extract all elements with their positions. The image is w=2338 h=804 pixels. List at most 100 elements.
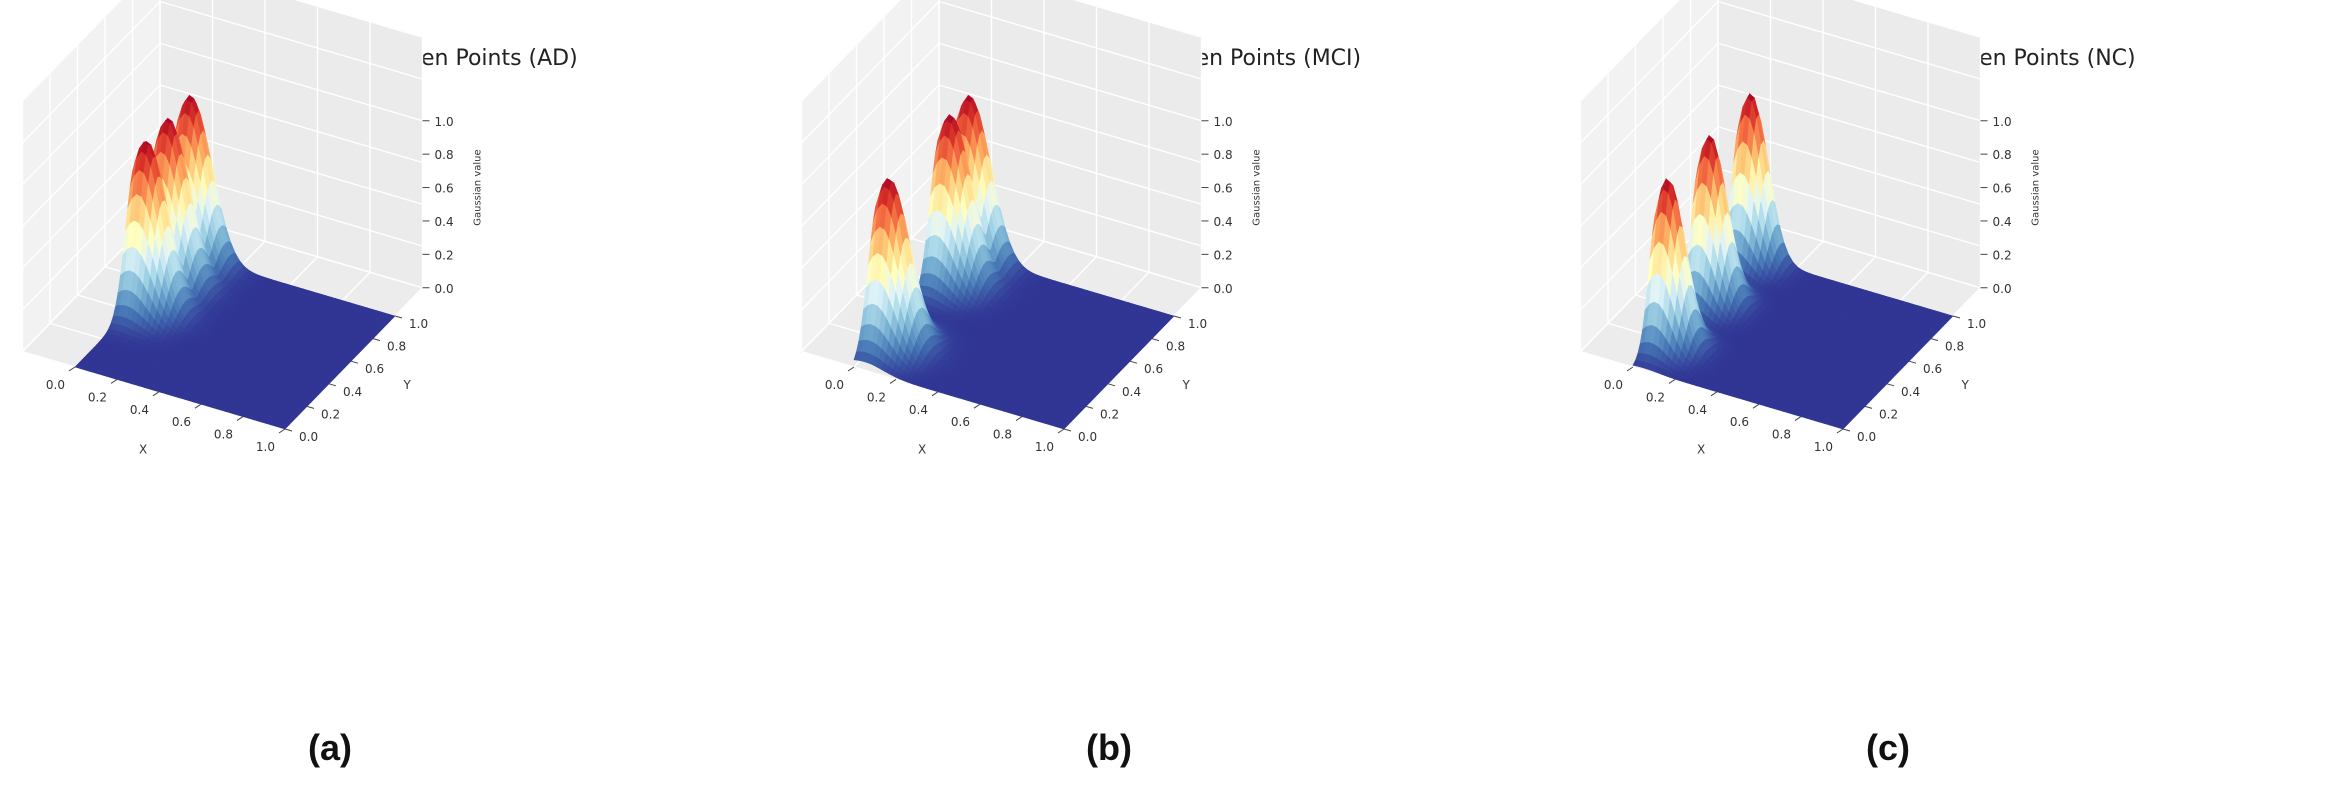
- grid-line: [159, 84, 423, 164]
- x-tick-label: 0.4: [130, 403, 149, 417]
- x-tick-mark: [931, 391, 939, 397]
- grid-line: [21, 0, 122, 102]
- y-tick-mark: [394, 315, 403, 319]
- surface-cell: [1058, 424, 1067, 430]
- grid-line: [21, 42, 161, 185]
- x-tick-mark: [1015, 416, 1023, 422]
- grid-line: [800, 126, 940, 269]
- grid-line: [1717, 42, 1981, 122]
- x-tick-mark: [889, 378, 897, 384]
- z-tick-label: 0.4: [1214, 215, 1233, 229]
- surface-cell: [279, 424, 288, 430]
- x-tick-label: 0.0: [825, 378, 844, 392]
- grid-line: [938, 84, 1202, 164]
- y-tick-label: 0.2: [321, 407, 340, 421]
- grid-line: [1579, 126, 1719, 269]
- y-tick-mark: [284, 428, 293, 432]
- y-tick-label: 0.0: [1078, 430, 1097, 444]
- x-tick-mark: [1057, 428, 1065, 434]
- grid-line: [21, 84, 161, 227]
- x-axis-label: X: [139, 442, 147, 456]
- y-tick-mark: [350, 360, 359, 364]
- grid-line: [159, 42, 423, 122]
- x-tick-mark: [278, 428, 286, 434]
- panel-ad: 3D Gaussian Kernels at Given Points (AD)…: [0, 0, 779, 804]
- y-tick-label: 0.0: [299, 430, 318, 444]
- panel-nc: 3D Gaussian Kernels at Given Points (NC)…: [1558, 0, 2337, 804]
- x-tick-label: 1.0: [256, 440, 275, 454]
- x-tick-label: 0.6: [951, 415, 970, 429]
- x-tick-mark: [68, 366, 76, 372]
- y-tick-mark: [1063, 428, 1072, 432]
- z-tick-label: 0.2: [1214, 248, 1233, 262]
- y-tick-mark: [306, 405, 315, 409]
- y-tick-label: 0.8: [387, 340, 406, 354]
- y-axis-label: Y: [1182, 378, 1191, 392]
- z-axis-label: Gaussian value: [473, 149, 484, 225]
- x-tick-mark: [236, 416, 244, 422]
- z-tick-label: 0.8: [435, 148, 454, 162]
- grid-line: [1579, 1, 1719, 144]
- grid-line: [1579, 42, 1719, 185]
- z-tick-label: 0.0: [1214, 282, 1233, 296]
- grid-line: [938, 42, 1202, 122]
- y-tick-label: 1.0: [409, 317, 428, 331]
- x-tick-mark: [110, 378, 118, 384]
- panel-caption: (a): [308, 727, 352, 768]
- z-tick-label: 0.6: [1214, 182, 1233, 196]
- y-tick-mark: [1151, 338, 1160, 342]
- x-tick-mark: [847, 366, 855, 372]
- grid-line: [1717, 84, 1981, 164]
- grid-line: [1717, 0, 1981, 80]
- surface-plot: [1632, 92, 1954, 430]
- x-tick-mark: [152, 391, 160, 397]
- panel-mci: 3D Gaussian Kernels at Given Points (MCI…: [779, 0, 1558, 804]
- grid-line: [800, 84, 940, 227]
- x-tick-label: 1.0: [1035, 440, 1054, 454]
- grid-line: [21, 1, 161, 144]
- grid-line: [800, 168, 940, 311]
- x-tick-mark: [973, 403, 981, 409]
- x-tick-label: 0.8: [214, 428, 233, 442]
- grid-line: [800, 0, 901, 102]
- x-tick-label: 0.2: [88, 390, 107, 404]
- panel-caption: (b): [1086, 727, 1132, 768]
- surface-plot: [74, 94, 396, 430]
- surface-chart-mci: 3D Gaussian Kernels at Given Points (MCI…: [800, 0, 1361, 768]
- surface-plot: [853, 94, 1175, 430]
- tick-labels: 0.00.20.40.60.81.00.00.20.40.60.81.00.00…: [825, 115, 1233, 454]
- x-tick-label: 0.4: [909, 403, 928, 417]
- y-tick-mark: [1107, 383, 1116, 387]
- grid-line: [1072, 0, 1202, 38]
- y-tick-label: 0.2: [1100, 407, 1119, 421]
- y-tick-label: 0.4: [1122, 385, 1141, 399]
- grid-line: [1579, 84, 1719, 227]
- grid-line: [21, 126, 161, 269]
- y-tick-label: 0.8: [1166, 340, 1185, 354]
- x-tick-label: 0.6: [172, 415, 191, 429]
- y-axis-label: Y: [403, 378, 412, 392]
- x-axis-label: X: [918, 442, 926, 456]
- y-tick-mark: [372, 338, 381, 342]
- z-tick-label: 0.0: [435, 282, 454, 296]
- y-tick-label: 0.4: [343, 385, 362, 399]
- y-tick-label: 0.6: [1144, 362, 1163, 376]
- tick-labels: 0.00.20.40.60.81.00.00.20.40.60.81.00.00…: [46, 115, 454, 454]
- z-axis-label: Gaussian value: [1252, 149, 1263, 225]
- grid-line: [1579, 0, 1680, 102]
- grid-line: [293, 0, 423, 38]
- x-tick-label: 0.2: [867, 390, 886, 404]
- y-tick-mark: [1085, 405, 1094, 409]
- grid-line: [938, 0, 1202, 80]
- y-tick-mark: [1173, 315, 1182, 319]
- z-tick-label: 0.6: [435, 182, 454, 196]
- x-tick-label: 0.0: [46, 378, 65, 392]
- grid-line: [159, 0, 423, 80]
- y-tick-label: 0.6: [365, 362, 384, 376]
- surface-chart-nc: 3D Gaussian Kernels at Given Points (NC)…: [1579, 0, 2136, 768]
- x-tick-label: 0.8: [993, 428, 1012, 442]
- grid-line: [1851, 0, 1981, 38]
- z-tick-label: 0.2: [435, 248, 454, 262]
- z-tick-label: 0.4: [435, 215, 454, 229]
- grid-line: [800, 42, 940, 185]
